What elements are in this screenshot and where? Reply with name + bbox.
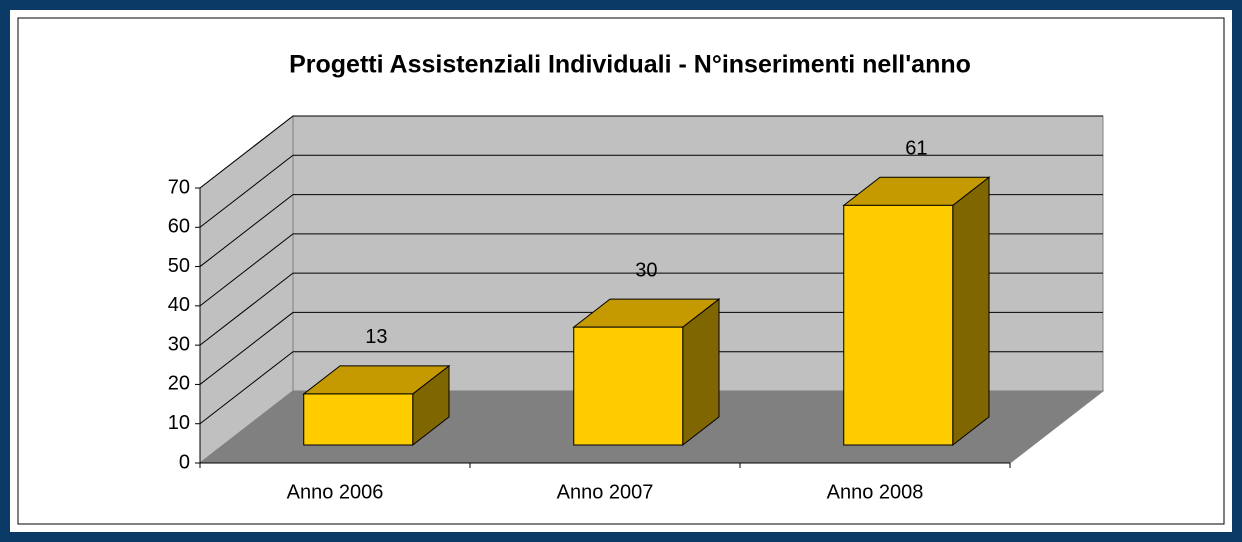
x-tick-label: Anno 2007 — [557, 481, 654, 503]
data-label: 61 — [905, 138, 927, 160]
y-tick-label: 50 — [168, 255, 190, 277]
y-tick-label: 70 — [168, 176, 190, 198]
y-tick-label: 10 — [168, 412, 190, 434]
y-tick-label: 30 — [168, 333, 190, 355]
x-tick-label: Anno 2006 — [287, 481, 384, 503]
bar-side — [952, 176, 990, 447]
x-tick-label: Anno 2008 — [827, 481, 924, 503]
bar — [303, 393, 414, 446]
chart: Progetti Assistenziali Individuali - N°i… — [17, 17, 1225, 525]
bar — [573, 326, 684, 446]
grid-line — [199, 351, 1103, 425]
bar — [843, 204, 954, 446]
y-tick-label: 40 — [168, 294, 190, 316]
y-tick-label: 60 — [168, 216, 190, 238]
grid-line — [199, 154, 1103, 228]
chart-title: Progetti Assistenziali Individuali - N°i… — [289, 51, 971, 79]
grid-line — [199, 115, 1103, 189]
data-label: 30 — [635, 259, 657, 281]
grid-line — [199, 311, 1103, 385]
y-tick-label: 20 — [168, 373, 190, 395]
data-label: 13 — [365, 326, 387, 348]
y-tick-label: 0 — [179, 451, 190, 473]
grid-line — [199, 233, 1103, 307]
grid-line — [199, 272, 1103, 346]
grid-line — [199, 194, 1103, 267]
